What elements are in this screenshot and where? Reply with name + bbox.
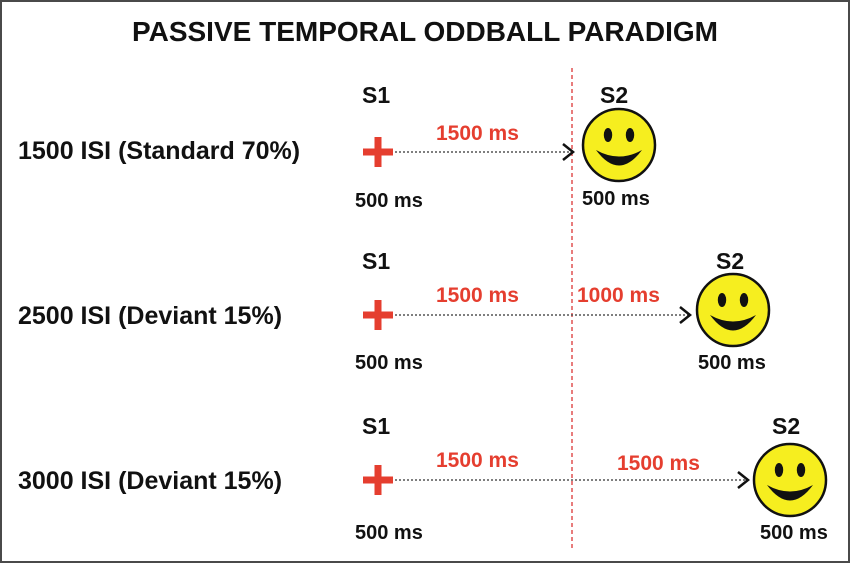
- arrow-head-icon: [737, 471, 751, 489]
- smiley-face-icon: [752, 442, 828, 518]
- s1-label: S1: [362, 82, 391, 108]
- s1-label: S1: [362, 413, 391, 439]
- interval-label-extra: 1000 ms: [577, 284, 660, 307]
- s1-duration: 500 ms: [355, 352, 423, 374]
- smiley-face-icon: [695, 272, 771, 348]
- s1-duration: 500 ms: [355, 522, 423, 544]
- arrow-head-icon: [562, 143, 576, 161]
- condition-label: 2500 ISI (Deviant 15%): [18, 302, 283, 330]
- arrow-head-icon: [679, 306, 693, 324]
- fixation-cross-icon: [363, 465, 393, 495]
- smiley-face-icon: [581, 107, 657, 183]
- diagram-title: PASSIVE TEMPORAL ODDBALL PARADIGM: [132, 16, 718, 47]
- s1-duration: 500 ms: [355, 190, 423, 212]
- condition-label: 3000 ISI (Deviant 15%): [18, 467, 283, 495]
- s2-label: S2: [716, 248, 745, 274]
- s2-duration: 500 ms: [760, 522, 828, 544]
- s2-duration: 500 ms: [698, 352, 766, 374]
- interval-label: 1500 ms: [436, 122, 519, 145]
- s2-label: S2: [600, 82, 629, 108]
- s2-label: S2: [772, 413, 801, 439]
- fixation-cross-icon: [363, 137, 393, 167]
- s1-label: S1: [362, 248, 391, 274]
- fixation-cross-icon: [363, 300, 393, 330]
- s2-duration: 500 ms: [582, 188, 650, 210]
- interval-label-extra: 1500 ms: [617, 452, 700, 475]
- interval-label: 1500 ms: [436, 284, 519, 307]
- condition-label: 1500 ISI (Standard 70%): [18, 137, 301, 165]
- interval-label: 1500 ms: [436, 449, 519, 472]
